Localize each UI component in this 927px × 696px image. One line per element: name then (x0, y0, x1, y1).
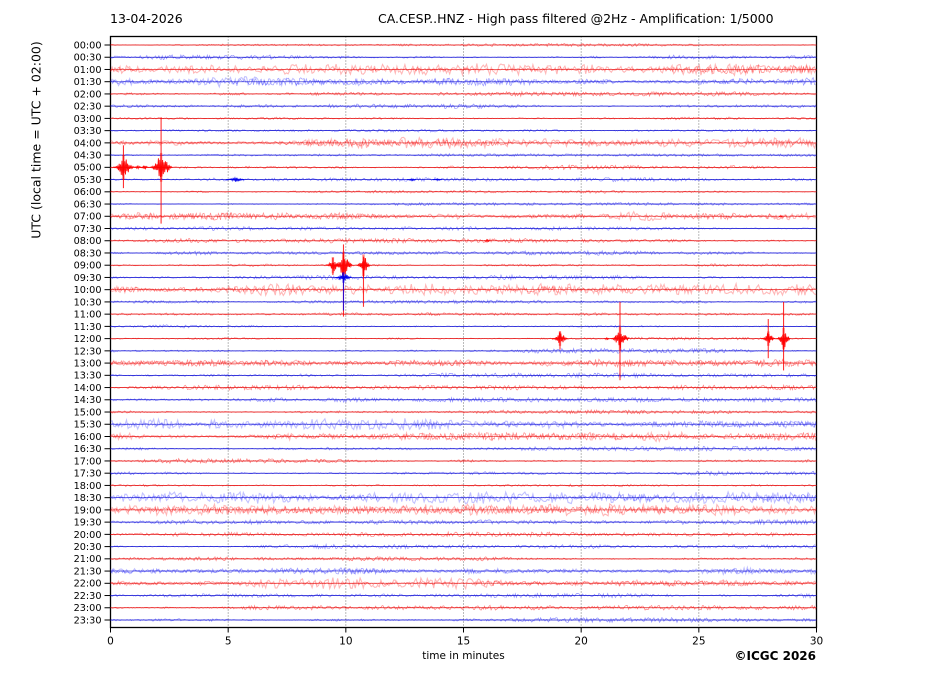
row-time-label: 14:00 (74, 383, 102, 394)
row-time-label: 14:30 (74, 395, 102, 406)
date-label: 13-04-2026 (110, 11, 183, 26)
row-time-label: 07:00 (74, 212, 102, 223)
row-time-label: 19:30 (74, 518, 102, 529)
row-time-label: 17:30 (74, 469, 102, 480)
row-time-label: 16:30 (74, 444, 102, 455)
row-time-label: 17:00 (74, 456, 102, 467)
row-time-label: 11:30 (74, 322, 102, 333)
row-time-label: 12:00 (74, 334, 102, 345)
x-tick-label: 5 (225, 636, 232, 648)
row-time-label: 23:00 (74, 603, 102, 614)
row-time-label: 01:30 (74, 77, 102, 88)
row-time-label: 09:30 (74, 273, 102, 284)
row-time-label: 04:00 (74, 138, 102, 149)
x-tick-label: 25 (692, 636, 705, 648)
row-time-label: 09:00 (74, 261, 102, 272)
x-tick-label: 30 (810, 636, 823, 648)
row-time-label: 07:30 (74, 224, 102, 235)
x-tick-label: 15 (457, 636, 470, 648)
x-tick-label: 20 (574, 636, 587, 648)
copyright-label: ©ICGC 2026 (734, 649, 816, 663)
row-time-label: 18:00 (74, 481, 102, 492)
row-time-label: 02:00 (74, 89, 102, 100)
row-time-label: 03:30 (74, 126, 102, 137)
row-time-label: 10:30 (74, 297, 102, 308)
row-time-label: 03:00 (74, 114, 102, 125)
row-time-label: 00:00 (74, 40, 102, 51)
row-time-label: 20:00 (74, 530, 102, 541)
row-time-label: 05:00 (74, 163, 102, 174)
row-time-label: 02:30 (74, 102, 102, 113)
row-time-label: 11:00 (74, 310, 102, 321)
row-time-label: 12:30 (74, 346, 102, 357)
row-time-label: 20:30 (74, 542, 102, 553)
row-time-label: 22:30 (74, 591, 102, 602)
row-time-label: 05:30 (74, 175, 102, 186)
row-time-label: 22:00 (74, 579, 102, 590)
row-time-label: 13:00 (74, 358, 102, 369)
row-time-label: 10:00 (74, 285, 102, 296)
row-time-label: 21:00 (74, 554, 102, 565)
row-time-label: 15:30 (74, 420, 102, 431)
row-time-label: 18:30 (74, 493, 102, 504)
x-tick-label: 10 (339, 636, 352, 648)
row-time-label: 19:00 (74, 505, 102, 516)
row-time-label: 06:30 (74, 199, 102, 210)
x-tick-label: 0 (107, 636, 114, 648)
row-time-label: 04:30 (74, 151, 102, 162)
row-time-label: 15:00 (74, 407, 102, 418)
row-time-label: 21:30 (74, 566, 102, 577)
row-time-label: 16:00 (74, 432, 102, 443)
row-time-label: 01:00 (74, 65, 102, 76)
row-time-label: 08:30 (74, 248, 102, 259)
row-time-label: 00:30 (74, 53, 102, 64)
x-axis-caption: time in minutes (422, 650, 505, 662)
row-time-label: 08:00 (74, 236, 102, 247)
row-time-label: 13:30 (74, 371, 102, 382)
row-time-label: 23:30 (74, 615, 102, 626)
plot-title: CA.CESP..HNZ - High pass filtered @2Hz -… (378, 11, 774, 26)
row-time-label: 06:00 (74, 187, 102, 198)
